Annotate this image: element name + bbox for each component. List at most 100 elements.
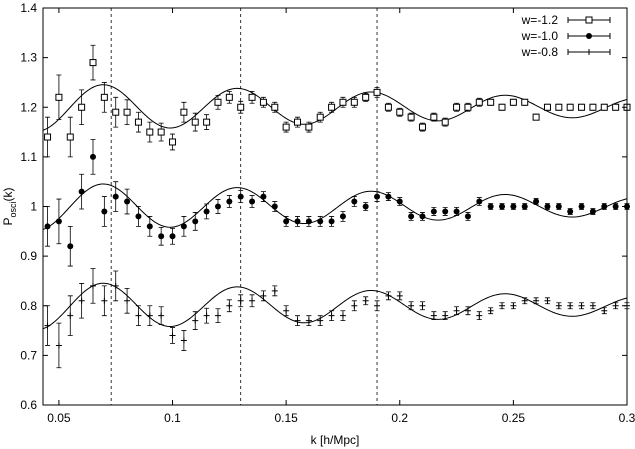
data-point-plus: [55, 342, 62, 349]
data-point-square: [487, 98, 495, 106]
data-point-circle: [544, 203, 551, 210]
data-point-square: [396, 108, 404, 116]
data-point-circle: [203, 208, 210, 215]
data-point-plus: [89, 282, 96, 289]
data-point-circle: [192, 218, 199, 225]
data-point-square: [384, 103, 392, 111]
data-point-plus: [112, 282, 119, 289]
data-point-square: [475, 98, 483, 106]
data-point-plus: [555, 302, 562, 309]
data-point-square: [112, 108, 120, 116]
data-point-square: [509, 98, 517, 106]
legend-label: w=-1.2: [521, 13, 559, 27]
data-point-circle: [555, 203, 562, 210]
data-point-circle: [578, 203, 585, 210]
x-tick-label: 0.05: [47, 411, 71, 425]
data-point-circle: [112, 193, 119, 200]
data-point-square: [248, 93, 256, 101]
legend-label: w=-0.8: [521, 45, 559, 59]
series-1-points: [44, 44, 631, 158]
data-point-square: [585, 16, 593, 24]
data-point-plus: [476, 312, 483, 319]
y-axis-label: Posci(k): [1, 187, 18, 225]
y-tick-label: 0.9: [20, 249, 37, 263]
data-point-circle: [214, 203, 221, 210]
data-point-circle: [419, 213, 426, 220]
legend: w=-1.2 w=-1.0 w=-0.8: [521, 13, 611, 59]
data-point-circle: [601, 203, 608, 210]
data-point-square: [169, 138, 177, 146]
data-point-plus: [362, 297, 369, 304]
data-point-circle: [351, 198, 358, 205]
data-point-plus: [533, 297, 540, 304]
data-point-circle: [385, 193, 392, 200]
data-point-plus: [510, 302, 517, 309]
data-point-circle: [271, 203, 278, 210]
data-point-square: [407, 113, 415, 121]
data-point-circle: [101, 208, 108, 215]
data-point-square: [373, 88, 381, 96]
data-point-plus: [169, 332, 176, 339]
legend-label: w=-1.0: [521, 29, 559, 43]
data-point-plus: [589, 302, 596, 309]
data-point-plus: [499, 302, 506, 309]
data-point-square: [123, 108, 131, 116]
data-point-square: [418, 123, 426, 131]
data-point-plus: [317, 317, 324, 324]
data-point-square: [203, 118, 211, 126]
data-point-square: [441, 118, 449, 126]
data-point-circle: [567, 208, 574, 215]
data-point-plus: [44, 322, 51, 329]
data-point-circle: [612, 203, 619, 210]
data-point-square: [339, 98, 347, 106]
x-axis-label: k [h/Mpc]: [311, 433, 360, 447]
data-point-circle: [294, 218, 301, 225]
x-tick-label: 0.25: [502, 411, 526, 425]
data-point-square: [589, 103, 597, 111]
data-point-plus: [283, 307, 290, 314]
data-point-circle: [586, 33, 592, 39]
x-tick-label: 0.1: [164, 411, 181, 425]
data-point-plus: [586, 49, 592, 55]
data-point-circle: [55, 218, 62, 225]
data-point-circle: [521, 203, 528, 210]
data-point-square: [44, 133, 52, 141]
data-point-plus: [328, 312, 335, 319]
data-point-square: [521, 98, 529, 106]
data-point-circle: [430, 208, 437, 215]
data-point-square: [555, 103, 563, 111]
axis-ticks: 0.05 0.1 0.15 0.2 0.25 0.3 0.6 0.7 0.8 0.9 1 1.1 1.2…: [20, 1, 635, 425]
data-point-circle: [510, 203, 517, 210]
data-point-plus: [374, 302, 381, 309]
data-point-square: [578, 103, 586, 111]
y-tick-label: 1.4: [20, 1, 37, 15]
y-axis-label-tail: (k): [1, 187, 15, 201]
data-point-plus: [180, 337, 187, 344]
data-point-circle: [442, 208, 449, 215]
data-point-square: [600, 103, 608, 111]
data-point-square: [532, 113, 540, 121]
y-axis-label-subscript: osci: [8, 201, 18, 217]
data-point-circle: [78, 188, 85, 195]
data-point-square: [305, 123, 313, 131]
data-point-plus: [396, 292, 403, 299]
y-tick-label: 0.7: [20, 348, 37, 362]
data-point-circle: [476, 198, 483, 205]
data-point-circle: [249, 198, 256, 205]
data-point-square: [180, 108, 188, 116]
data-point-plus: [158, 312, 165, 319]
data-point-plus: [351, 302, 358, 309]
data-point-circle: [180, 223, 187, 230]
data-point-circle: [226, 198, 233, 205]
data-point-square: [316, 113, 324, 121]
data-point-square: [237, 103, 245, 111]
data-point-plus: [124, 297, 131, 304]
data-point-plus: [101, 297, 108, 304]
data-point-square: [566, 103, 574, 111]
data-point-plus: [487, 307, 494, 314]
series-3-points: [44, 268, 630, 369]
data-point-circle: [464, 213, 471, 220]
data-point-circle: [89, 153, 96, 160]
data-point-square: [294, 118, 302, 126]
data-point-plus: [521, 297, 528, 304]
